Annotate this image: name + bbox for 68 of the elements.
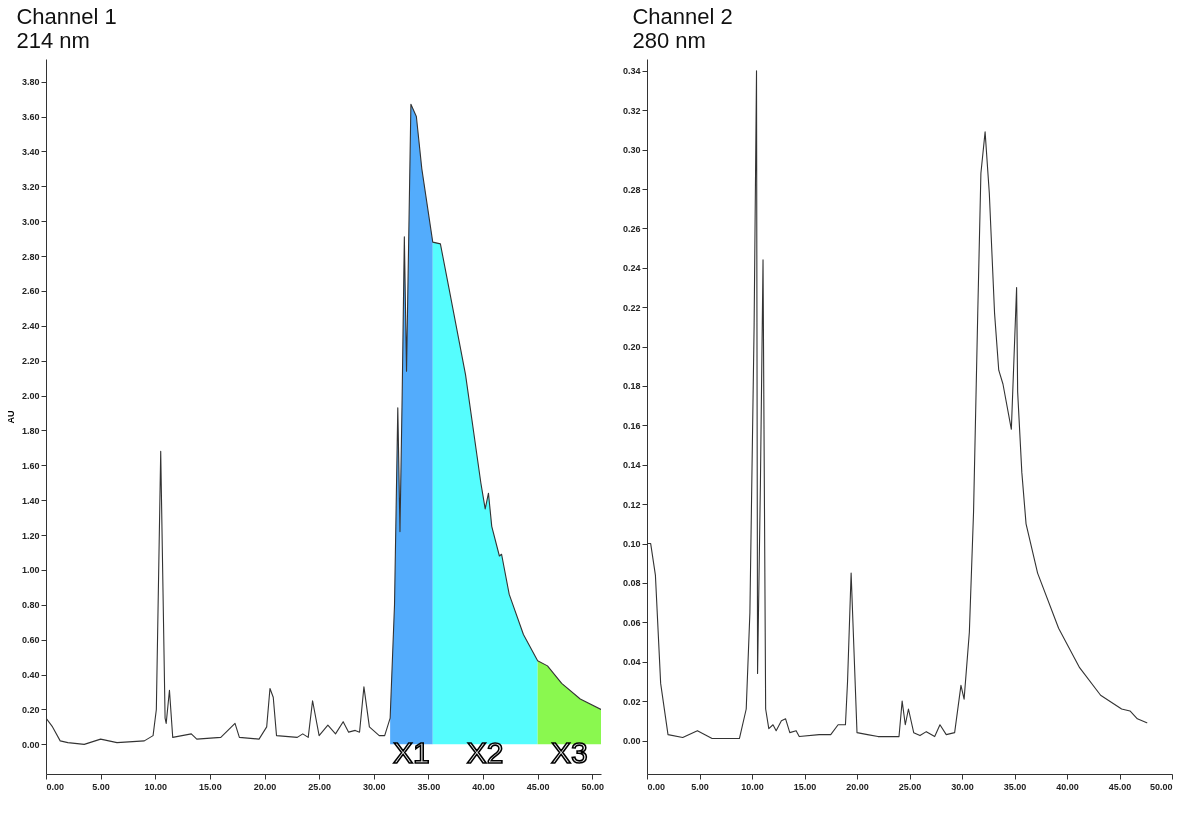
chart-subtitle: 280 nm <box>632 28 706 53</box>
y-axis-title: AU <box>5 410 16 424</box>
y-tick-label: 0.28 <box>622 184 641 195</box>
y-tick-label: 2.80 <box>21 251 40 262</box>
chart-title: Channel 1 <box>16 4 117 29</box>
x-tick-label: 50.00 <box>581 781 605 792</box>
y-tick-label: 0.10 <box>622 539 641 550</box>
y-tick-label: 0.14 <box>622 460 641 471</box>
x-tick-label: 35.00 <box>1003 781 1027 792</box>
x-tick-label: 10.00 <box>741 781 764 792</box>
series-label: X2 <box>466 736 504 769</box>
x-tick-label: 30.00 <box>362 781 386 792</box>
y-tick-label: 1.20 <box>21 530 40 541</box>
x-tick-label: 25.00 <box>898 781 922 792</box>
y-tick-label: 0.26 <box>622 223 641 234</box>
y-tick-label: 0.24 <box>622 263 641 274</box>
x-tick-label: 50.00 <box>1149 781 1173 792</box>
y-tick-label: 0.80 <box>21 600 40 611</box>
x-tick-label: 20.00 <box>253 781 277 792</box>
x-tick-label: 0.00 <box>46 781 65 792</box>
y-tick-label: 0.30 <box>622 145 641 156</box>
y-tick-label: 0.60 <box>21 635 40 646</box>
y-tick-label: 3.80 <box>21 77 40 88</box>
x-tick-label: 45.00 <box>1108 781 1132 792</box>
y-tick-label: 3.60 <box>21 112 40 123</box>
y-tick-label: 1.60 <box>21 460 40 471</box>
y-tick-label: 0.32 <box>622 105 641 116</box>
x-tick-label: 40.00 <box>472 781 495 792</box>
x-tick-label: 25.00 <box>308 781 331 792</box>
y-tick-label: 0.02 <box>622 696 641 707</box>
y-tick-label: 0.20 <box>21 704 40 715</box>
x-tick-label: 5.00 <box>92 781 110 792</box>
y-tick-label: 3.40 <box>21 146 40 157</box>
y-tick-label: 0.06 <box>622 617 641 628</box>
y-tick-label: 0.18 <box>622 381 641 392</box>
y-tick-label: 0.22 <box>622 302 641 313</box>
y-tick-label: 2.00 <box>21 391 40 402</box>
series-label: X3 <box>550 736 588 769</box>
x-tick-label: 20.00 <box>846 781 869 792</box>
y-tick-label: 0.00 <box>622 736 641 747</box>
x-tick-label: 10.00 <box>144 781 168 792</box>
y-tick-label: 3.20 <box>21 181 40 192</box>
x-tick-label: 5.00 <box>691 781 709 792</box>
y-tick-label: 0.34 <box>622 66 641 77</box>
y-tick-label: 0.00 <box>21 739 40 750</box>
chart-title: Channel 2 <box>632 4 733 29</box>
x-tick-label: 40.00 <box>1056 781 1079 792</box>
series-label: X1 <box>393 736 430 769</box>
y-tick-label: 0.04 <box>622 657 641 668</box>
x-tick-label: 35.00 <box>417 781 441 792</box>
y-tick-label: 3.00 <box>21 216 40 227</box>
y-tick-label: 0.12 <box>622 499 641 510</box>
y-tick-label: 0.40 <box>21 670 40 681</box>
y-tick-label: 2.20 <box>21 356 40 367</box>
y-tick-label: 2.60 <box>21 286 40 297</box>
x-tick-label: 15.00 <box>199 781 222 792</box>
y-tick-label: 1.40 <box>21 495 40 506</box>
x-tick-label: 15.00 <box>793 781 817 792</box>
y-tick-label: 0.08 <box>622 578 641 589</box>
y-tick-label: 0.20 <box>622 342 641 353</box>
chart-subtitle: 214 nm <box>16 28 90 53</box>
x-tick-label: 45.00 <box>526 781 550 792</box>
y-tick-label: 1.00 <box>21 565 40 576</box>
y-tick-label: 1.80 <box>21 425 40 436</box>
x-tick-label: 30.00 <box>951 781 974 792</box>
x-tick-label: 0.00 <box>647 781 666 792</box>
y-tick-label: 2.40 <box>21 321 40 332</box>
y-tick-label: 0.16 <box>622 420 641 431</box>
